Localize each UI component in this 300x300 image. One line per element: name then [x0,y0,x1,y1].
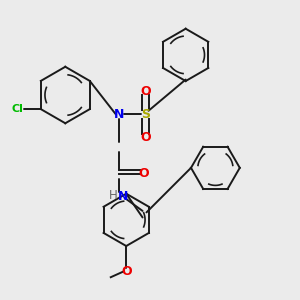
Text: O: O [140,85,151,98]
Text: Cl: Cl [12,104,24,114]
Text: S: S [141,108,150,121]
Text: O: O [140,131,151,144]
Text: H: H [109,189,118,202]
Text: O: O [139,167,149,180]
Text: O: O [121,266,131,278]
Text: N: N [118,190,128,202]
Text: N: N [114,108,124,121]
